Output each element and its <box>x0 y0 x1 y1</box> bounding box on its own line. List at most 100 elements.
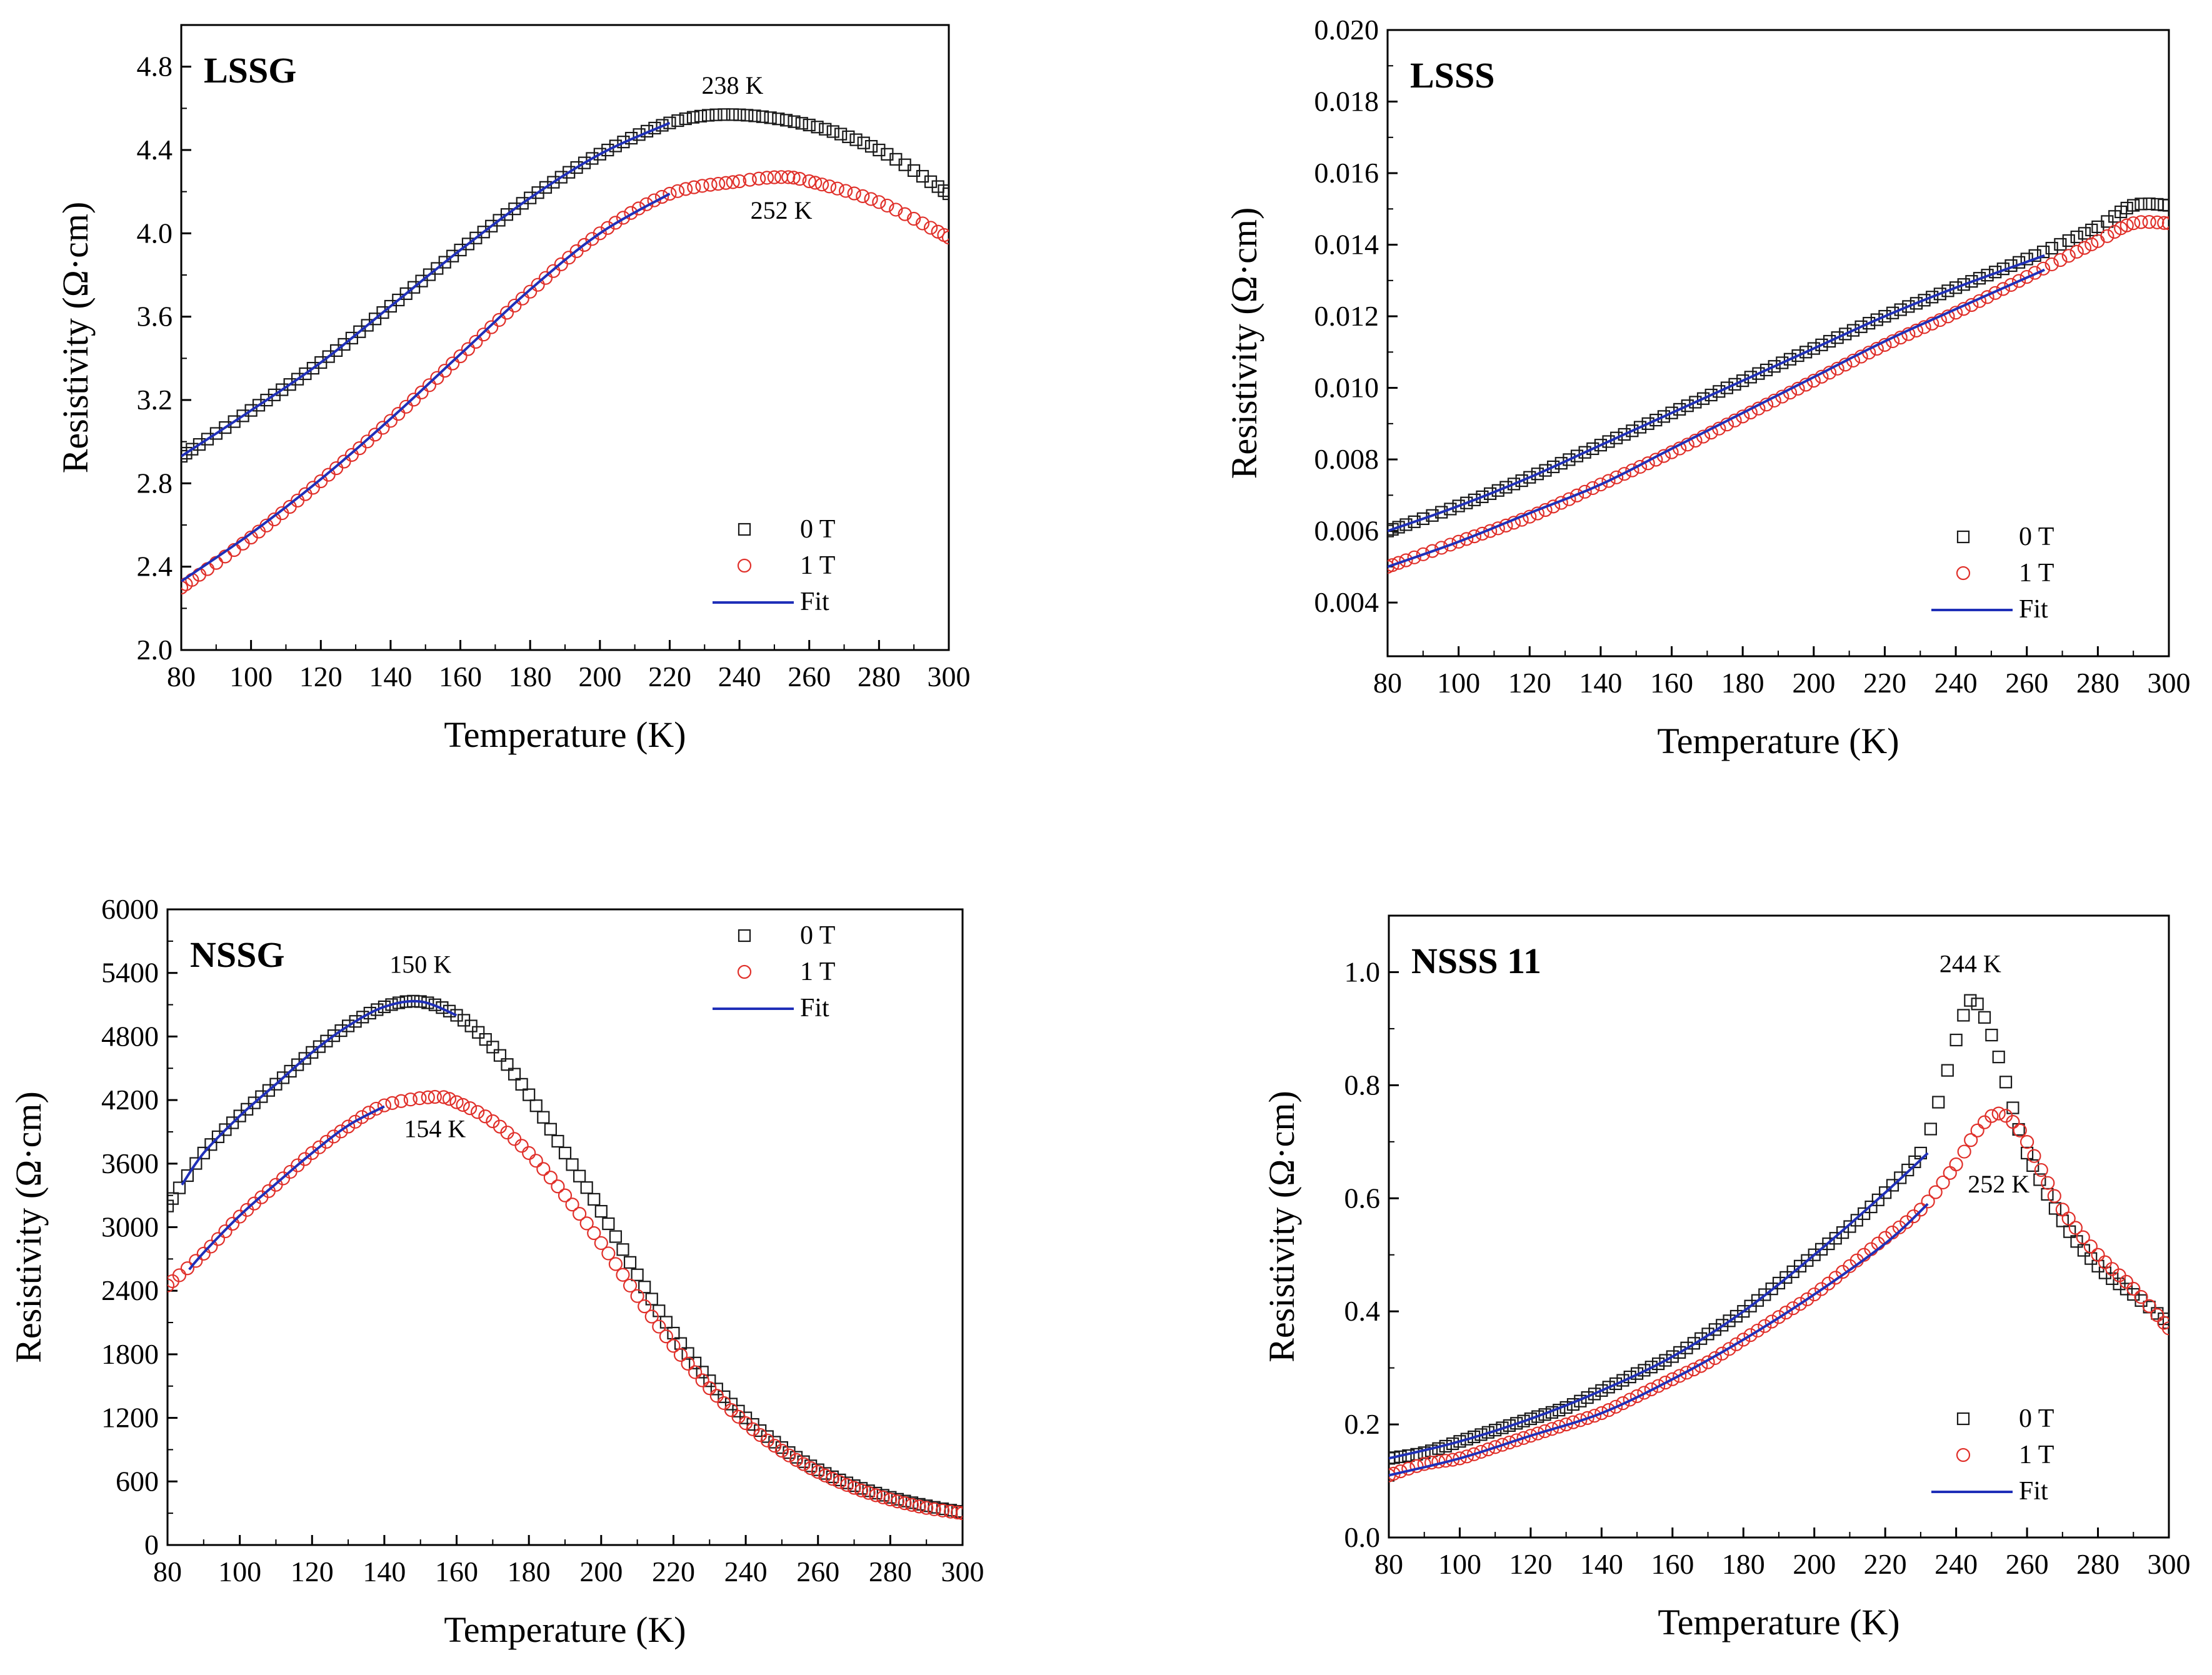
fit-line <box>181 999 458 1186</box>
data-point-square <box>1839 328 1852 341</box>
data-point-circle <box>1658 1376 1673 1390</box>
data-point-square <box>1531 1410 1544 1423</box>
data-point-circle <box>767 170 781 184</box>
data-point-circle <box>348 1114 363 1129</box>
data-point-circle <box>786 171 801 185</box>
data-point-circle <box>732 174 747 189</box>
y-tick-label: 3.2 <box>137 384 173 416</box>
data-point-circle <box>1686 1362 1701 1377</box>
panel-title: NSSG <box>190 934 285 975</box>
data-point-circle <box>1601 1403 1616 1418</box>
data-point-square <box>578 156 591 169</box>
data-point-circle <box>808 176 823 190</box>
y-axis-label: Resistivity (Ω·cm) <box>1261 1091 1302 1362</box>
data-point-circle <box>624 206 638 220</box>
data-point-circle <box>904 1498 919 1512</box>
chart-panel-3: 80 100 120 140 160 180 200 220 240 260 280 300 0.0 0.… <box>1261 914 2191 1642</box>
y-axis-label: Resistivity (Ω·cm) <box>8 1091 49 1363</box>
data-point-square <box>1666 1350 1679 1363</box>
data-point-circle <box>951 1505 963 1520</box>
data-point-square <box>1759 363 1773 377</box>
data-point-square <box>788 115 801 128</box>
data-point-circle <box>189 1254 203 1268</box>
data-point-circle <box>449 1095 464 1109</box>
data-point-square <box>609 1230 623 1243</box>
data-point-square <box>1630 1367 1644 1380</box>
data-point-circle <box>1715 1346 1729 1361</box>
legend-circle-marker <box>737 964 752 979</box>
data-point-square <box>1791 349 1804 362</box>
data-point-circle <box>399 399 413 414</box>
data-point-circle <box>743 172 757 187</box>
data-point-circle <box>2053 252 2068 268</box>
data-point-square <box>1507 478 1521 491</box>
data-point-square <box>873 143 886 157</box>
data-point-square <box>1744 371 1757 384</box>
data-point-circle <box>673 1348 688 1362</box>
series-fit-1-t- <box>1388 268 2045 568</box>
legend: 0 T 1 T Fit <box>1931 522 2054 624</box>
data-point-circle <box>172 1268 187 1282</box>
data-point-circle <box>601 1246 616 1261</box>
data-point-circle <box>703 1381 717 1396</box>
data-point-circle <box>2061 249 2076 263</box>
data-point-square <box>1846 324 1860 337</box>
data-point-circle <box>703 178 718 192</box>
series-0-t <box>1388 197 2169 538</box>
data-point-circle <box>898 1496 912 1511</box>
y-tick-label: 0.018 <box>1314 86 1379 118</box>
data-point-square <box>1644 1361 1658 1374</box>
data-point-circle <box>647 193 661 208</box>
data-point-circle <box>407 392 421 407</box>
data-point-square <box>842 130 855 143</box>
data-point-square <box>1933 288 1946 301</box>
data-point-circle <box>1722 1342 1736 1356</box>
data-point-circle <box>883 1492 898 1507</box>
data-point-circle <box>781 170 796 184</box>
data-point-circle <box>1523 1429 1538 1443</box>
data-point-circle <box>1443 538 1458 552</box>
data-point-square <box>656 119 669 132</box>
data-point-square <box>1609 1377 1623 1391</box>
data-point-square <box>211 1130 225 1143</box>
y-tick-label: 2400 <box>101 1274 159 1306</box>
data-point-circle <box>830 181 844 196</box>
data-point-circle <box>476 328 491 342</box>
y-tick-label: 0.004 <box>1314 586 1379 618</box>
data-point-circle <box>515 291 529 306</box>
data-point-circle <box>587 1226 601 1241</box>
data-point-square <box>764 111 777 124</box>
data-point-circle <box>1608 1399 1623 1414</box>
data-point-circle <box>360 434 374 449</box>
data-point-circle <box>1409 1459 1424 1473</box>
data-point-square <box>544 1122 557 1136</box>
data-point-square <box>718 1390 731 1403</box>
data-point-circle <box>196 1246 211 1261</box>
data-point-square <box>1843 1220 1856 1233</box>
data-point-square <box>733 108 746 121</box>
legend-square-marker <box>1956 530 1970 544</box>
data-point-square <box>2054 238 2067 251</box>
x-tick-label: 100 <box>1438 1548 1481 1580</box>
x-tick-label: 220 <box>652 1556 695 1588</box>
data-point-circle <box>1459 532 1474 546</box>
data-point-circle <box>872 195 886 209</box>
data-point-square <box>353 325 366 338</box>
data-point-circle <box>608 1257 623 1271</box>
data-point-square <box>1602 1381 1615 1394</box>
data-point-circle <box>1609 470 1624 484</box>
data-point-square <box>667 1326 680 1340</box>
data-point-square <box>1701 1328 1714 1341</box>
x-tick-label: 280 <box>2076 667 2119 699</box>
y-tick-label: 0.6 <box>1344 1182 1381 1214</box>
data-point-circle <box>774 1444 789 1458</box>
data-point-circle <box>1474 1444 1488 1459</box>
data-point-circle <box>1750 1323 1765 1338</box>
data-point-square <box>1999 1076 2013 1089</box>
data-point-square <box>2134 198 2148 211</box>
legend-circle-marker <box>1956 1448 1971 1462</box>
data-point-square <box>779 114 793 127</box>
data-point-square <box>1978 1011 1991 1024</box>
x-tick-label: 200 <box>1792 667 1835 699</box>
data-point-circle <box>1552 1419 1566 1434</box>
